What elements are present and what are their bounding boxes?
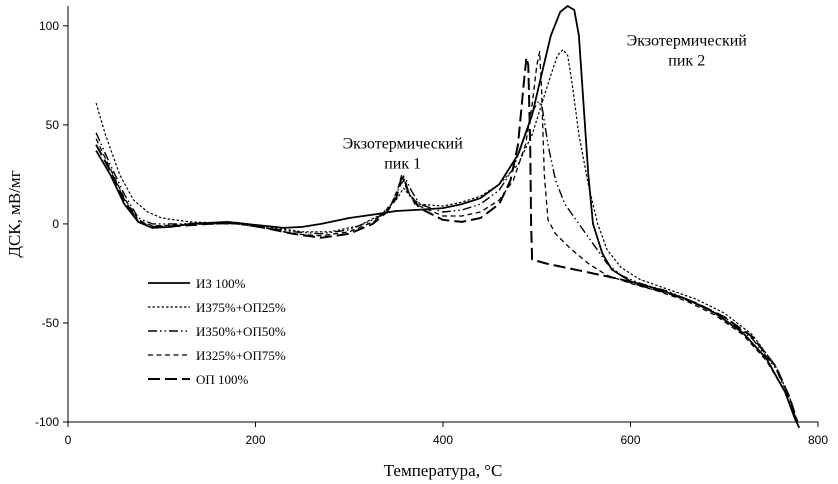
series-line-5 [95,56,799,423]
y-axis-title: ДСК, мВ/мг [5,170,24,257]
annotation-line: Экзотермический [343,136,464,153]
legend-label: ИЗ25%+ОП75% [196,348,286,363]
series-line-3 [95,100,799,425]
y-tick-label: 100 [39,19,59,33]
x-tick-label: 600 [620,433,640,447]
series-line-4 [95,50,798,423]
legend-label: ИЗ75%+ОП25% [196,300,286,315]
annotation-peak1: Экзотермический пик 1 [343,136,464,173]
x-axis-title: Температура, °C [384,461,503,480]
y-tick-label: 50 [46,118,60,132]
x-tick-label: 0 [65,433,72,447]
axes: 0 200 400 600 800 -100 -50 0 50 100 [35,6,828,447]
legend-label: ОП 100% [196,372,249,387]
legend-label: ИЗ 100% [196,276,246,291]
annotation-line: пик 2 [668,53,705,70]
x-tick-label: 400 [433,433,453,447]
series-layer [95,5,801,429]
y-tick-label: 0 [52,217,59,231]
y-tick-label: -100 [35,415,59,429]
annotation-line: Экзотермический [627,33,748,50]
annotations-layer: Экзотермический пик 1 Экзотермический пик 2 [343,33,748,173]
x-ticks: 0 200 400 600 800 [65,422,828,447]
x-tick-label: 200 [245,433,265,447]
legend: ИЗ 100% ИЗ75%+ОП25% ИЗ50%+ОП50% ИЗ25%+ОП75%… [148,276,286,387]
y-ticks: -100 -50 0 50 100 [35,19,68,429]
annotation-line: пик 1 [384,156,421,173]
x-tick-label: 800 [808,433,828,447]
legend-label: ИЗ50%+ОП50% [196,324,286,339]
series-line-2 [95,49,798,423]
y-tick-label: -50 [42,316,60,330]
annotation-peak2: Экзотермический пик 2 [627,33,748,70]
